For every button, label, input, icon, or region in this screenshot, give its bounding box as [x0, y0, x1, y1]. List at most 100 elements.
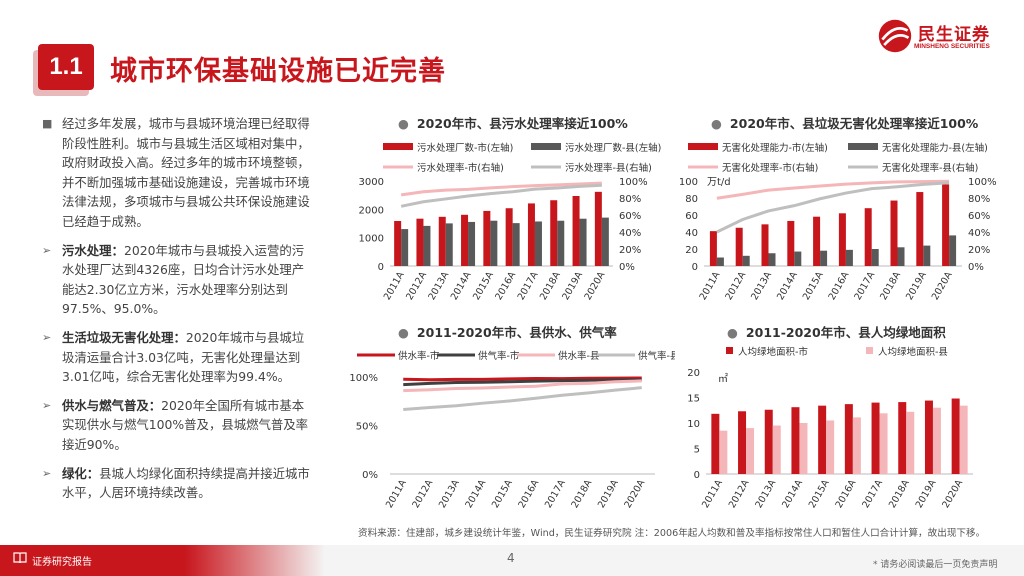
bar-人均绿地面积-市	[818, 405, 827, 474]
bar-污水处理厂数-县(左轴)	[490, 220, 498, 266]
paragraph-garbage: ➢ 生活垃圾无害化处理：2020年城市与县城垃圾清运量合计3.03亿吨，无害化处…	[42, 328, 310, 387]
bar-无害化处理能力-县(左轴)	[742, 255, 750, 266]
bar-无害化处理能力-县(左轴)	[820, 250, 828, 266]
bar-无害化处理能力-县(左轴)	[871, 249, 879, 266]
bar-污水处理厂数-县(左轴)	[579, 218, 587, 266]
footer-label: 证券研究报告	[32, 557, 92, 568]
x-tick-label: 2013A	[749, 270, 774, 302]
line-供水率-县	[403, 379, 642, 393]
bar-无害化处理能力-市(左轴)	[709, 231, 717, 266]
x-tick-label: 2015A	[807, 478, 832, 510]
x-tick-label: 2017A	[860, 478, 885, 510]
x-tick-label: 2020A	[583, 270, 608, 302]
bar-人均绿地面积-县	[906, 411, 915, 474]
bar-污水处理厂数-县(左轴)	[423, 225, 431, 266]
legend-label: 无害化处理率-县(右轴)	[882, 162, 978, 174]
bar-污水处理厂数-市(左轴)	[572, 195, 580, 266]
y-right-tick-label: 80%	[968, 194, 990, 205]
bar-无害化处理能力-县(左轴)	[923, 245, 931, 266]
bar-污水处理厂数-市(左轴)	[416, 218, 424, 266]
x-tick-label: 2011A	[700, 478, 725, 510]
chart3-title: ● 2011-2020年市、县供水、供气率	[398, 325, 617, 340]
arrow-bullet-icon: ➢	[42, 398, 52, 412]
bar-无害化处理能力-县(左轴)	[794, 251, 802, 266]
bar-无害化处理能力-市(左轴)	[787, 220, 795, 266]
legend-label: 人均绿地面积-市	[738, 346, 808, 358]
water-gas-supply-chart: 供水率-市 供气率-市 供水率-县 供气率-县0%50%100%2011A 2012A 2…	[349, 350, 675, 510]
bar-无害化处理能力-县(左轴)	[897, 247, 905, 266]
garbage-treatment-chart: 无害化处理能力-市(左轴) 无害化处理能力-县(左轴) 无害化处理率-市(右轴) 无害…	[679, 142, 997, 302]
bar-人均绿地面积-县	[959, 405, 968, 474]
legend-label: 供水率-县	[558, 350, 599, 362]
line-无害化处理率-市(右轴)	[716, 179, 950, 200]
logo-text-en: MINSHENG SECURITIES	[914, 43, 990, 50]
minsheng-logo-icon	[878, 19, 912, 53]
x-tick-label: 2018A	[569, 478, 594, 510]
legend-label: 污水处理率-市(右轴)	[417, 162, 504, 174]
greening-text: 县城人均绿化面积持续提高并接近城市水平，人居环境持续改善。	[62, 465, 310, 501]
arrow-bullet-icon: ➢	[42, 466, 52, 480]
bar-人均绿地面积-县	[826, 420, 835, 474]
page-number: 4	[507, 551, 515, 565]
line-污水处理率-市(右轴)	[400, 181, 602, 197]
y-unit-label: 万t/d	[707, 177, 731, 188]
garbage-label: 生活垃圾无害化处理：	[62, 329, 186, 345]
bar-无害化处理能力-县(左轴)	[949, 235, 957, 266]
bar-无害化处理能力-市(左轴)	[916, 192, 924, 266]
y-right-tick-label: 60%	[619, 211, 641, 222]
x-tick-label: 2016A	[493, 270, 518, 302]
bar-污水处理厂数-县(左轴)	[445, 223, 453, 266]
x-tick-label: 2011A	[384, 478, 409, 510]
intro-text: 经过多年发展，城市与县城环境治理已经取得阶段性胜利。城市与县城生活区域相对集中，…	[62, 116, 310, 229]
bar-污水处理厂数-市(左轴)	[505, 208, 513, 266]
bar-无害化处理能力-市(左轴)	[864, 208, 872, 266]
y-tick-label: 10	[687, 419, 700, 430]
chart4-title: ● 2011-2020年市、县人均绿地面积	[727, 325, 946, 340]
legend-label: 供气率-县	[638, 350, 675, 362]
sewage-label: 污水处理：	[62, 242, 124, 258]
bar-人均绿地面积-县	[852, 417, 861, 474]
x-tick-label: 2020A	[940, 478, 965, 510]
x-tick-label: 2020A	[930, 270, 955, 302]
y-tick-label: 5	[694, 445, 700, 456]
legend-swatch	[848, 143, 878, 150]
x-tick-label: 2012A	[404, 270, 429, 302]
x-tick-label: 2016A	[827, 270, 852, 302]
paragraph-water-gas: ➢ 供水与燃气普及：2020年全国所有城市基本实现供水与燃气100%普及，县城燃…	[42, 396, 310, 455]
x-tick-label: 2017A	[852, 270, 877, 302]
x-tick-label: 2012A	[727, 478, 752, 510]
garbage-text: 2020年城市与县城垃圾清运量合计3.03亿吨，无害化处理量达到3.01亿吨，综…	[62, 329, 305, 385]
legend-label: 污水处理率-县(右轴)	[565, 162, 652, 174]
y-left-tick-label: 0	[378, 262, 384, 273]
book-icon	[13, 552, 27, 564]
bar-无害化处理能力-县(左轴)	[716, 257, 724, 266]
y-right-tick-label: 0%	[619, 262, 635, 273]
paragraph-intro: ■ 经过多年发展，城市与县城环境治理已经取得阶段性胜利。城市与县城生活区域相对集…	[42, 114, 310, 232]
footer-red-band	[0, 545, 185, 576]
y-left-tick-label: 80	[685, 194, 698, 205]
x-tick-label: 2019A	[596, 478, 621, 510]
legend-label: 无害化处理能力-县(左轴)	[882, 142, 988, 154]
x-tick-label: 2014A	[449, 270, 474, 302]
bar-无害化处理能力-县(左轴)	[768, 253, 776, 266]
y-tick-label: 50%	[356, 422, 378, 433]
y-unit-label: ㎡	[718, 373, 728, 385]
bar-人均绿地面积-市	[924, 400, 933, 474]
bar-污水处理厂数-县(左轴)	[601, 217, 609, 266]
y-tick-label: 15	[687, 394, 700, 405]
bar-污水处理厂数-市(左轴)	[527, 203, 535, 266]
x-tick-label: 2013A	[753, 478, 778, 510]
bar-人均绿地面积-市	[791, 407, 800, 474]
bar-污水处理厂数-市(左轴)	[594, 191, 602, 266]
x-tick-label: 2019A	[914, 478, 939, 510]
y-tick-label: 0%	[362, 470, 378, 481]
x-tick-label: 2018A	[538, 270, 563, 302]
bar-污水处理厂数-市(左轴)	[483, 210, 491, 266]
y-right-tick-label: 40%	[968, 228, 990, 239]
y-left-tick-label: 3000	[359, 177, 384, 188]
bar-无害化处理能力-市(左轴)	[942, 184, 950, 266]
y-left-tick-label: 40	[685, 228, 698, 239]
bar-无害化处理能力-市(左轴)	[890, 200, 898, 266]
x-tick-label: 2014A	[463, 478, 488, 510]
x-tick-label: 2016A	[516, 478, 541, 510]
